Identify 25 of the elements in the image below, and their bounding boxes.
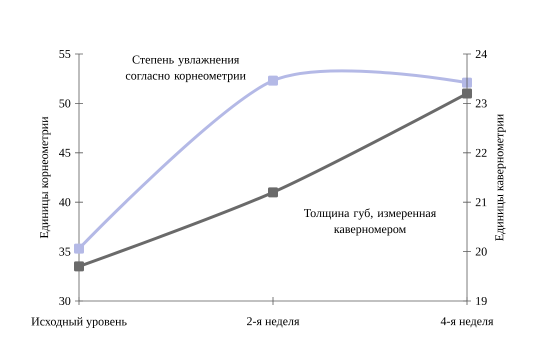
point — [462, 78, 472, 88]
point — [74, 261, 84, 272]
point — [268, 76, 278, 86]
y-tick-label: 45 — [59, 148, 70, 157]
y-tick-label: 55 — [59, 50, 70, 58]
y2-tick-label: 24 — [476, 50, 488, 58]
x-tick-label: 2-я неделя — [247, 317, 300, 328]
y2-tick-label: 23 — [476, 99, 487, 108]
y-tick-label: 35 — [59, 248, 70, 256]
point — [268, 187, 278, 198]
y2-tick-label: 20 — [476, 248, 487, 256]
series-label: Степень увлажнения согласно корнеометрии — [126, 56, 246, 82]
y2-tick-label: 19 — [476, 296, 487, 306]
y2-axis-title: Единицы кавернометрии — [495, 114, 506, 241]
y-tick-label: 50 — [59, 99, 70, 108]
y-tick-label: 30 — [59, 296, 70, 306]
x-tick-label: Исходный уровень — [31, 317, 127, 328]
point — [462, 88, 472, 99]
y-axis-title: Единицы корнеометрии — [40, 116, 51, 238]
x-tick-label: 4-я неделя — [440, 317, 494, 328]
y2-tick-label: 21 — [476, 198, 486, 206]
text: Толщина губ, измеренная каверномером — [304, 208, 436, 236]
point — [74, 244, 84, 254]
y-tick-label: 40 — [59, 198, 70, 206]
y2-tick-label: 22 — [476, 148, 487, 157]
